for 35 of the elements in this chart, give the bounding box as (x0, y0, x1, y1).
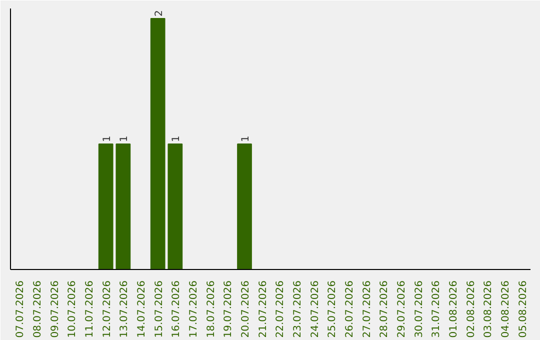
x-tick-label: 29.07.2026 (396, 280, 408, 338)
x-tick-label: 17.07.2026 (188, 280, 200, 338)
x-tick-label: 03.08.2026 (483, 280, 494, 338)
x-tick-label: 10.07.2026 (67, 280, 78, 338)
data-label: 1 (102, 136, 113, 142)
x-tick-label: 18.07.2026 (206, 280, 217, 338)
x-tick-label: 27.07.2026 (362, 280, 373, 338)
x-tick-label: 19.07.2026 (223, 280, 234, 338)
data-label: 1 (171, 136, 182, 142)
x-tick-label: 23.07.2026 (292, 280, 304, 338)
x-tick-label: 09.07.2026 (50, 280, 61, 338)
x-tick-label: 31.07.2026 (431, 280, 442, 338)
x-tick-label: 26.07.2026 (344, 280, 356, 338)
x-tick-label: 07.07.2026 (15, 280, 26, 338)
x-tick-label: 15.07.2026 (154, 280, 165, 338)
x-tick-label: 02.08.2026 (466, 280, 477, 338)
x-tick-label: 28.07.2026 (379, 280, 390, 338)
x-tick-label: 13.07.2026 (119, 280, 130, 338)
x-tick-label: 05.08.2026 (518, 280, 529, 338)
x-tick-label: 25.07.2026 (327, 280, 338, 338)
x-tick-label: 11.07.2026 (84, 280, 96, 338)
x-tick-label: 16.07.2026 (171, 280, 182, 338)
data-label: 1 (119, 136, 130, 142)
x-tick-label: 04.08.2026 (500, 280, 512, 338)
x-tick-label: 22.07.2026 (275, 280, 286, 338)
x-tick-label: 30.07.2026 (414, 280, 425, 338)
x-tick-label: 24.07.2026 (310, 280, 321, 338)
x-tick-label: 20.07.2026 (240, 280, 252, 338)
x-tick-label: 08.07.2026 (32, 280, 44, 338)
x-tick-label: 12.07.2026 (102, 280, 113, 338)
data-label: 2 (154, 10, 165, 17)
x-tick-label: 14.07.2026 (136, 280, 148, 338)
x-tick-label: 21.07.2026 (258, 280, 269, 338)
data-label: 1 (240, 136, 252, 142)
x-tick-label: 01.08.2026 (448, 280, 460, 338)
